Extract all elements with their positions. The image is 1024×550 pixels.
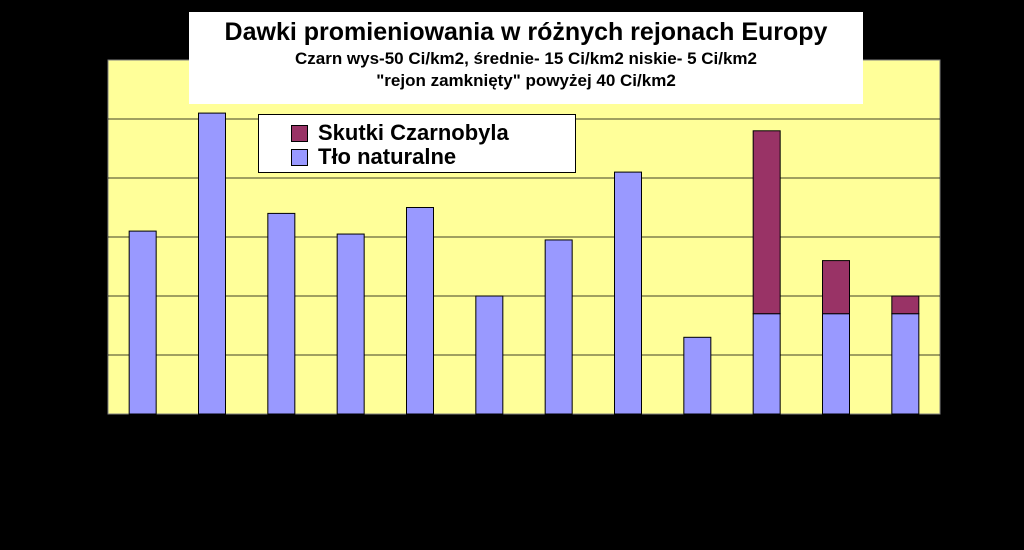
legend: Skutki Czarnobyla Tło naturalne	[258, 114, 576, 173]
bar-natural-background	[752, 313, 781, 415]
chart-subtitle-line-2: "rejon zamknięty" powyżej 40 Ci/km2	[376, 71, 676, 90]
chart-subtitle-line-1: Czarn wys-50 Ci/km2, średnie- 15 Ci/km2 …	[294, 49, 758, 68]
bar-natural-background	[128, 230, 157, 415]
chart-title: Dawki promieniowania w różnych rejonach …	[224, 18, 828, 46]
legend-item-natural: Tło naturalne	[291, 144, 457, 169]
bar-natural-background	[822, 313, 850, 415]
legend-swatch-natural	[291, 148, 308, 166]
bar-natural-background	[544, 239, 573, 415]
bar-natural-background	[198, 112, 226, 415]
legend-item-chernobyl: Skutki Czarnobyla	[291, 120, 509, 145]
bar-natural-background	[683, 336, 712, 415]
bar-natural-background	[406, 207, 434, 415]
legend-label-chernobyl: Skutki Czarnobyla	[318, 120, 509, 145]
legend-label-natural: Tło naturalne	[318, 144, 457, 169]
bar-natural-background	[891, 313, 920, 415]
chart-title-box: Dawki promieniowania w różnych rejonach …	[189, 12, 863, 104]
bar-natural-background	[614, 171, 642, 415]
legend-swatch-chernobyl	[291, 124, 308, 142]
bar-chernobyl-effect	[891, 295, 920, 315]
bar-natural-background	[267, 212, 296, 415]
bar-chernobyl-effect	[822, 260, 850, 315]
bar-natural-background	[475, 295, 504, 415]
bar-chernobyl-effect	[752, 130, 781, 315]
bar-natural-background	[336, 233, 365, 415]
bars	[128, 112, 920, 415]
